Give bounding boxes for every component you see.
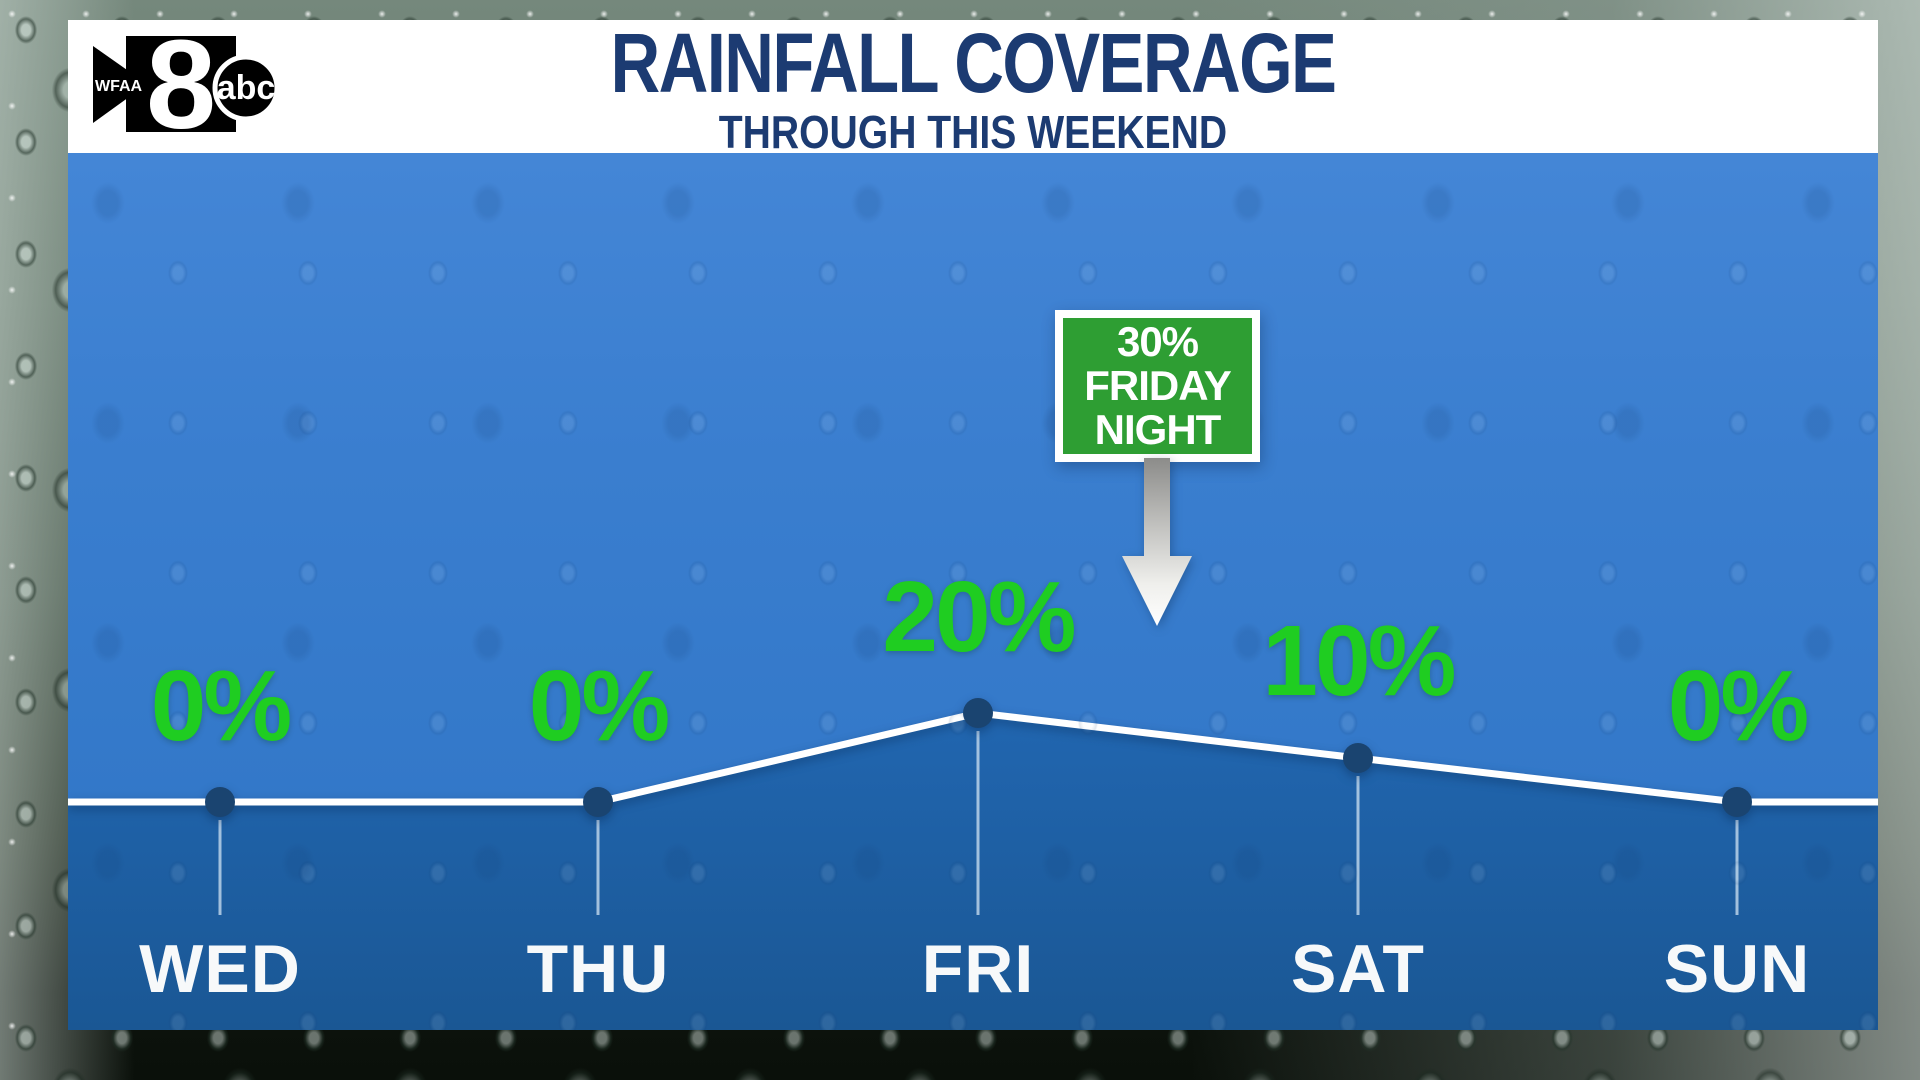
down-arrow-icon (1122, 458, 1192, 626)
header-titles: RAINFALL COVERAGE THROUGH THIS WEEKEND (531, 19, 1415, 155)
data-point-sun (1722, 787, 1752, 817)
channel-8-number: 8 (146, 32, 216, 142)
abc-network-label: abc (217, 69, 276, 107)
chart-line-group (68, 698, 1878, 817)
value-label-thu: 0% (528, 650, 671, 762)
abc-circle-icon (212, 54, 280, 122)
annotation-line2: NIGHT (1094, 405, 1222, 453)
wfaa-triangle-icon (93, 46, 147, 123)
annotation-sign: 30% FRIDAY NIGHT (1055, 310, 1260, 462)
page-subtitle: THROUGH THIS WEEKEND (718, 105, 1228, 158)
day-label-thu: THU (526, 931, 670, 1007)
day-label-sun: SUN (1663, 931, 1811, 1007)
data-point-sat (1343, 743, 1373, 773)
data-point-thu (583, 787, 613, 817)
value-label-sun: 0% (1667, 650, 1810, 762)
data-point-wed (205, 787, 235, 817)
data-point-fri (963, 698, 993, 728)
day-label-wed: WED (139, 931, 301, 1007)
annotation-value: 30% (1116, 318, 1199, 366)
day-label-sat: SAT (1291, 931, 1425, 1007)
annotation-line1: FRIDAY (1084, 362, 1231, 410)
value-label-fri: 20% (882, 561, 1076, 673)
area-fill (68, 713, 1878, 1030)
page-title: RAINFALL COVERAGE (610, 15, 1337, 110)
wfaa-8-abc-logo: 8 WFAA abc (93, 32, 280, 142)
value-label-sat: 10% (1262, 605, 1456, 717)
value-label-wed: 0% (150, 650, 293, 762)
day-label-fri: FRI (921, 931, 1035, 1007)
chart-panel: 0% WED 0% THU 20% FRI 10% SAT 0% SUN 30%… (68, 153, 1878, 1030)
wfaa-call-letters: WFAA (95, 78, 143, 95)
rainfall-line-chart (68, 698, 1878, 1030)
header-bar: 8 WFAA abc RAINFALL COVERAGE THROUGH THI… (68, 19, 1878, 155)
